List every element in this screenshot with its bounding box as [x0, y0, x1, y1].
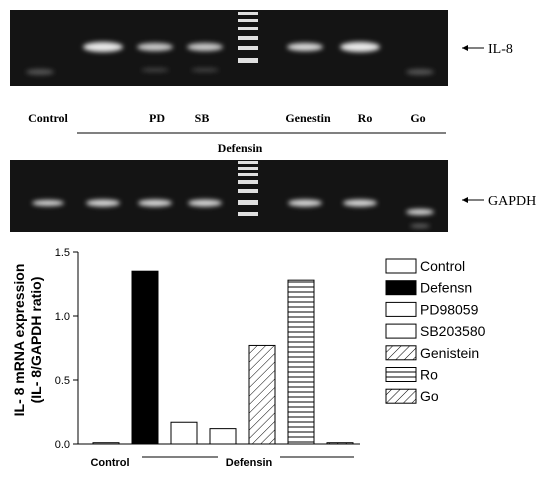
band-label: IL-8: [488, 42, 513, 57]
y-axis-label: (IL- 8/GAPDH ratio): [28, 277, 44, 404]
bar-chart: 0.0 0.5 1.0 1.5 IL- 8 mRNA expression (IL- 8/…: [11, 247, 486, 469]
x-label: Control: [90, 457, 129, 469]
band-label: GAPDH: [488, 194, 536, 209]
lane-label: SB: [195, 111, 210, 125]
lane-label: Genestin: [285, 111, 331, 125]
y-tick-label: 0.5: [55, 375, 70, 387]
arrow-head: [462, 45, 468, 51]
bar: [326, 442, 354, 445]
bar: [131, 270, 159, 445]
lane-label: Go: [410, 111, 425, 125]
bar: [287, 279, 315, 445]
lane-label: PD: [149, 111, 165, 125]
legend-swatch: [385, 345, 417, 361]
lane-label: Ro: [358, 111, 373, 125]
group-label: Defensin: [218, 141, 263, 155]
legend-label: PD98059: [420, 301, 479, 317]
bar: [209, 428, 237, 445]
legend-swatch: [385, 323, 417, 339]
legend-swatch: [385, 388, 417, 404]
legend-label: Ro: [420, 367, 438, 383]
legend-swatch: [385, 301, 417, 317]
legend-label: Control: [420, 258, 465, 274]
gel-gapdh: [10, 160, 448, 232]
arrow-head: [462, 197, 468, 203]
bar: [248, 344, 276, 445]
gel-il8: [10, 10, 448, 86]
legend-label: Genistein: [420, 345, 479, 361]
lane-label: Control: [28, 111, 68, 125]
bar: [92, 442, 120, 445]
legend-label: SB203580: [420, 323, 486, 339]
y-axis-label: IL- 8 mRNA expression: [11, 264, 27, 417]
legend-swatch: [385, 280, 417, 296]
y-tick-label: 1.5: [55, 247, 70, 259]
y-tick-label: 1.0: [55, 311, 70, 323]
y-tick-label: 0.0: [55, 439, 70, 451]
legend-swatch: [385, 367, 417, 382]
legend-label: Go: [420, 388, 439, 404]
bar: [170, 421, 198, 445]
x-group-label: Defensin: [226, 457, 273, 469]
legend-swatch: [385, 258, 417, 274]
legend-label: Defensn: [420, 280, 472, 296]
